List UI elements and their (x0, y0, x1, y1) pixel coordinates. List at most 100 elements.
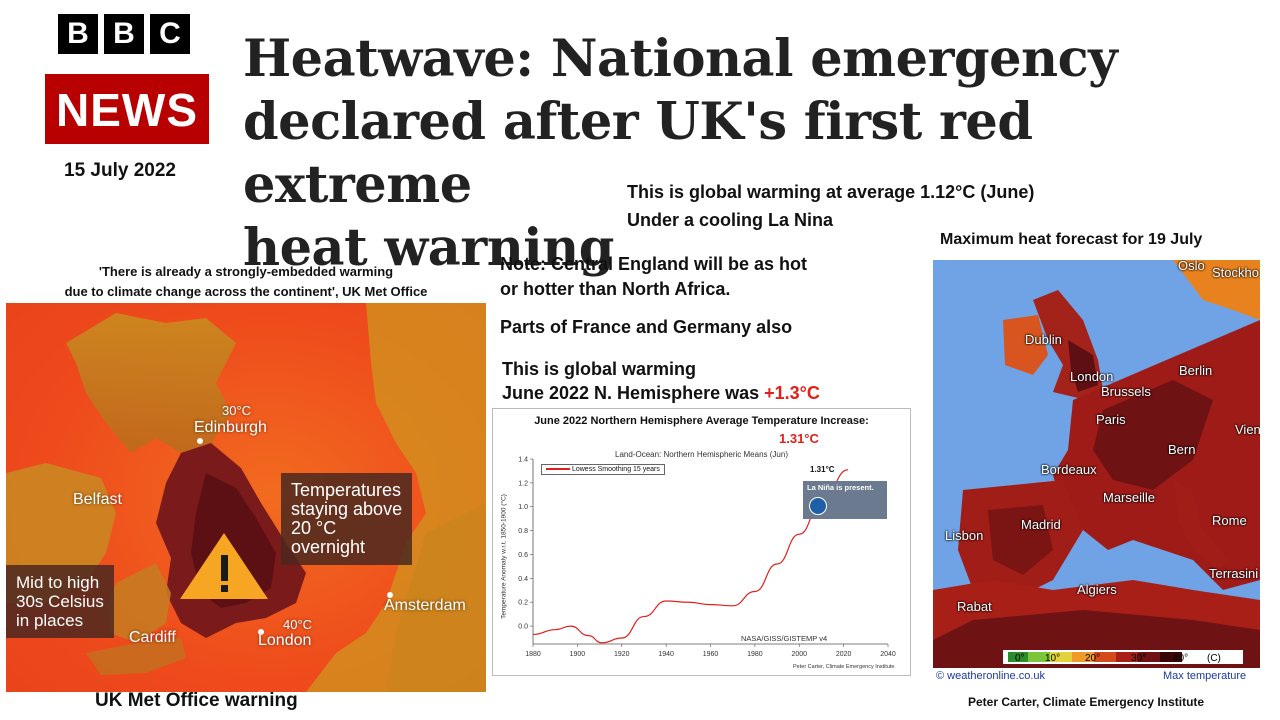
nh-note-line-2: June 2022 N. Hemisphere was +1.3°C (502, 381, 820, 405)
nh-note-value: +1.3°C (764, 383, 820, 403)
news-logo: NEWS (45, 74, 209, 144)
scale-tick-30: 30° (1131, 653, 1147, 664)
eu-city-marseille: Marseille (1103, 490, 1156, 505)
met-quote-line-2: due to climate change across the contine… (64, 284, 428, 299)
eu-city-bern: Bern (1168, 442, 1196, 457)
overnight-temperature-box: Temperatures staying above 20 °C overnig… (281, 473, 413, 565)
belfast-label: Belfast (73, 491, 122, 508)
chart-plot: 1880 1900 1920 1940 1960 1980 2000 2020 2040 0.0 0… (518, 457, 896, 659)
noaa-logo-icon (809, 497, 827, 515)
central-england-note: Note: Central England will be as hot or … (500, 252, 807, 302)
global-warming-note: This is global warming at average 1.12°C… (627, 178, 1034, 234)
scale-tick-10: 10° (1045, 653, 1061, 664)
bbc-logo-letter-b2: B (104, 14, 144, 54)
met-office-quote: 'There is already a strongly-embedded wa… (6, 262, 486, 302)
eu-city-oslo: Oslo (1178, 260, 1205, 273)
eu-map-legend: Max temperature (1163, 670, 1247, 682)
eu-city-algiers: Algiers (1077, 582, 1117, 597)
london-temp: 40°C (283, 617, 313, 632)
chart-x-tick-label: 1880 (525, 651, 541, 658)
eu-city-rabat: Rabat (957, 599, 992, 614)
credit: Peter Carter, Climate Emergency Institut… (968, 695, 1205, 709)
chart-x-tick-label: 1960 (703, 651, 719, 658)
chart-y-tick-label: 0.8 (518, 528, 528, 535)
headline-line-2: declared after UK's first red extreme (243, 92, 1033, 215)
bbc-logo-letter-b1: B (58, 14, 98, 54)
scale-tick-0: 0° (1015, 653, 1025, 664)
eu-city-terrasini: Terrasini (1209, 566, 1259, 581)
chart-y-tick-label: 0.0 (518, 624, 528, 631)
chart-endpoint-label: 1.31°C (810, 465, 835, 474)
nh-note-prefix: June 2022 N. Hemisphere was (502, 383, 765, 403)
london-label: London (258, 632, 312, 649)
forecast-title: Maximum heat forecast for 19 July (940, 231, 1203, 248)
chart-y-tick-label: 1.0 (518, 504, 528, 511)
eu-city-stockholm: Stockho (1212, 265, 1259, 280)
edinburgh-dot (197, 438, 203, 444)
nh-note-line-1: This is global warming (502, 359, 697, 379)
la-nina-text: La Niña is present. (807, 483, 874, 492)
headline: Heatwave: National emergency declared af… (243, 28, 1263, 280)
chart-subtitle: Land-Ocean: Northern Hemispheric Means (… (615, 450, 788, 459)
eu-city-dublin: Dublin (1025, 332, 1062, 347)
eu-city-rome: Rome (1212, 513, 1247, 528)
amsterdam-dot (387, 592, 393, 598)
chart-y-tick-label: 0.4 (518, 576, 528, 583)
chart-legend: Lowess Smoothing 15 years (541, 464, 665, 475)
chart-y-tick-label: 0.6 (518, 552, 528, 559)
overnight-line-1: Temperatures (291, 480, 402, 500)
eu-city-brussels: Brussels (1101, 384, 1151, 399)
cardiff-label: Cardiff (129, 629, 176, 646)
eu-city-berlin: Berlin (1179, 363, 1213, 378)
chart-legend-swatch (546, 468, 570, 471)
overnight-line-3: 20 °C (291, 518, 337, 538)
edinburgh-label: Edinburgh (194, 419, 267, 436)
headline-line-1: Heatwave: National emergency (243, 29, 1118, 89)
london-dot (258, 629, 264, 635)
eu-city-lisbon: Lisbon (945, 528, 984, 543)
nh-temperature-chart: June 2022 Northern Hemisphere Average Te… (492, 408, 911, 676)
uk-met-office-map: 30°C Edinburgh Belfast Cardiff 40°C Lond… (6, 303, 486, 692)
eu-city-bordeaux: Bordeaux (1041, 462, 1097, 477)
scale-tick-unit: (C) (1207, 653, 1221, 664)
chart-heading: June 2022 Northern Hemisphere Average Te… (534, 415, 869, 427)
scale-tick-40: 40° (1173, 653, 1189, 664)
nh-warming-note: This is global warming June 2022 N. Hemi… (502, 357, 820, 405)
chart-x-tick-label: 2020 (836, 651, 852, 658)
chart-x-tick-label: 1920 (614, 651, 630, 658)
la-nina-box: La Niña is present. (803, 481, 887, 519)
france-germany-note: Parts of France and Germany also (500, 317, 793, 337)
central-note-line-1: Note: Central England will be as hot (500, 254, 808, 274)
edinburgh-temp: 30°C (222, 403, 252, 418)
chart-y-tick-label: 0.2 (518, 600, 528, 607)
chart-x-tick-label: 2000 (791, 651, 807, 658)
overnight-line-2: staying above (291, 499, 403, 519)
chart-ylabel-wrap: Temperature Anomaly w.r.t. 1850-1900 (°C… (494, 479, 508, 639)
chart-x-tick-label: 1980 (747, 651, 763, 658)
chart-credit: Peter Carter, Climate Emergency Institut… (793, 664, 895, 670)
chart-source: NASA/GISS/GISTEMP v4 (741, 634, 828, 643)
chart-x-tick-label: 2040 (880, 651, 896, 658)
chart-legend-label: Lowess Smoothing 15 years (571, 466, 660, 473)
scale-tick-20: 20° (1085, 653, 1101, 664)
amsterdam-label: Amsterdam (384, 597, 466, 614)
eu-city-madrid: Madrid (1021, 517, 1061, 532)
eu-city-paris: Paris (1096, 412, 1126, 427)
date: 15 July 2022 (64, 160, 176, 181)
chart-y-tick-label: 1.2 (518, 480, 528, 487)
europe-heat-forecast-map: Oslo Stockho Dublin London Brussels Berl… (933, 260, 1260, 686)
chart-x-tick-label: 1900 (570, 651, 586, 658)
chart-series-line (532, 469, 849, 644)
met-quote-line-1: 'There is already a strongly-embedded wa… (98, 264, 394, 279)
chart-heading-value: 1.31°C (779, 431, 819, 446)
overnight-line-4: overnight (291, 537, 366, 557)
eu-city-vienna: Vienn (1235, 422, 1260, 437)
mid-high-line-1: Mid to high (16, 573, 100, 592)
uk-map-caption: UK Met Office warning (95, 690, 298, 711)
global-note-line-1: This is global warming at average 1.12°C… (627, 182, 1035, 202)
eu-city-london: London (1070, 369, 1114, 384)
mid-high-line-3: in places (16, 611, 84, 630)
headline-line-3: heat warning (243, 218, 614, 278)
chart-y-tick-label: 1.4 (518, 457, 528, 464)
europe-map-graphic (933, 260, 1260, 686)
